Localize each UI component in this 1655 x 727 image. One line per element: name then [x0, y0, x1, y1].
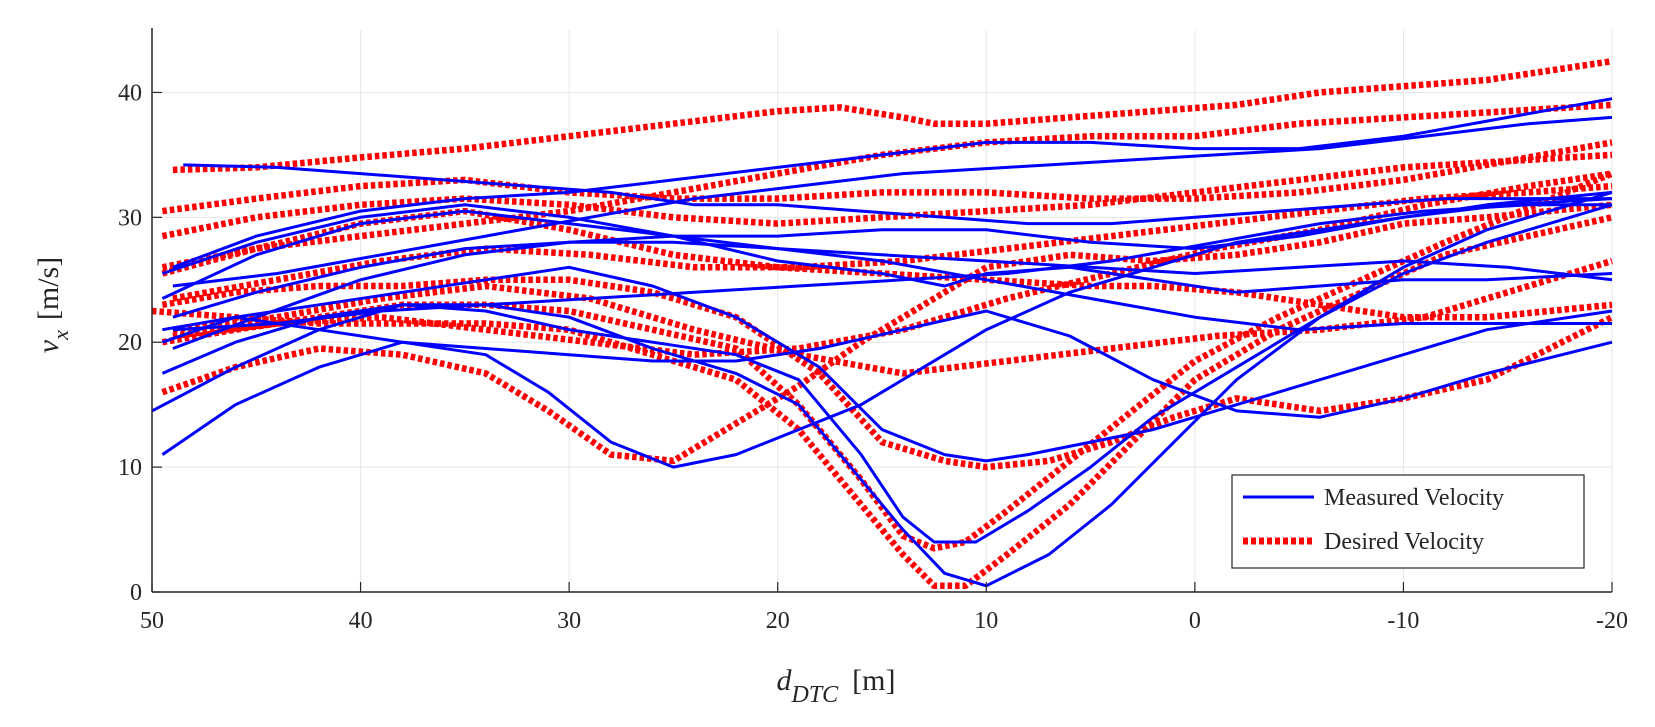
desired-velocity-line: [172, 257, 1613, 377]
y-tick-label: 20: [118, 330, 142, 356]
measured-velocity-line: [172, 97, 1613, 269]
x-tick-label: -10: [1387, 608, 1419, 634]
measured-velocity-line: [172, 203, 1612, 332]
y-axis-label-unit: [m/s]: [32, 257, 65, 320]
axes: [151, 28, 1613, 593]
x-tick-label: 40: [349, 608, 373, 634]
y-axis-label-subscript: x: [48, 330, 73, 341]
y-tick-label: 10: [118, 455, 142, 481]
desired-velocity-line: [161, 201, 1613, 465]
y-tick-label: 0: [130, 580, 142, 606]
legend: Measured Velocity Desired Velocity: [1231, 474, 1585, 569]
tick-labels: 50 40 30 20 10 0 -10 -20 0 10 20 30 40: [118, 80, 1628, 634]
x-axis-label-main: d: [776, 664, 792, 697]
measured-velocity-line: [183, 163, 1612, 226]
x-tick-label: 30: [557, 608, 581, 634]
x-tick-label: -20: [1596, 608, 1628, 634]
x-axis-label: dDTC [m]: [776, 664, 895, 708]
legend-label-measured: Measured Velocity: [1324, 485, 1504, 511]
desired-velocity-line: [161, 276, 1614, 471]
x-tick-label: 0: [1189, 608, 1201, 634]
x-tick-label: 10: [974, 608, 998, 634]
y-axis-label-main: v: [32, 339, 65, 353]
x-axis-label-subscript: DTC: [790, 682, 839, 708]
measured-velocity-line: [161, 265, 1613, 463]
x-axis-label-unit: [m]: [852, 664, 895, 697]
measured-velocity-line: [172, 240, 1612, 332]
measured-velocity-line: [172, 115, 1613, 288]
y-tick-label: 30: [118, 205, 142, 231]
series-group: [151, 57, 1614, 590]
measured-velocity-line: [161, 209, 1613, 300]
y-tick-label: 40: [118, 80, 142, 106]
measured-velocity-line: [162, 309, 1613, 419]
desired-velocity-line: [161, 151, 1613, 240]
y-axis-label: vx [m/s]: [32, 257, 73, 353]
measured-velocity-line: [172, 197, 1613, 350]
measured-velocity-line: [151, 190, 1613, 588]
x-tick-label: 50: [140, 608, 164, 634]
legend-box: [1231, 474, 1585, 569]
legend-label-desired: Desired Velocity: [1324, 529, 1484, 555]
measured-velocity-line: [161, 203, 1613, 294]
desired-velocity-line: [161, 139, 1613, 215]
x-tick-label: 20: [766, 608, 790, 634]
